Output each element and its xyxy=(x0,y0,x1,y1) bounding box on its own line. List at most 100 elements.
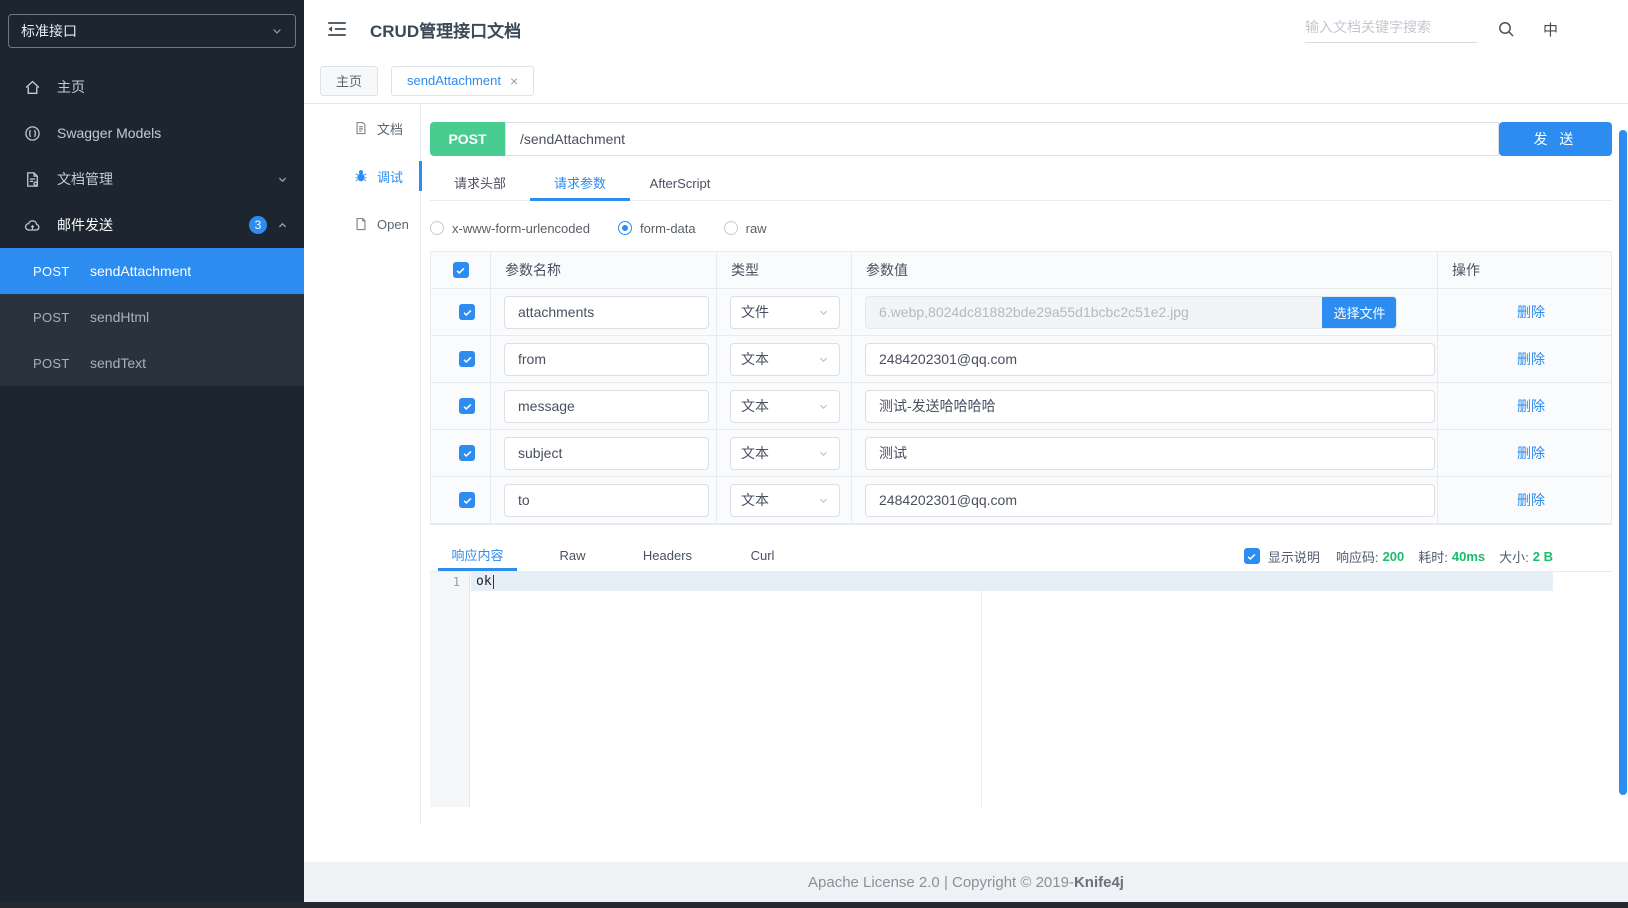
radio-raw[interactable]: raw xyxy=(723,221,767,236)
tab-request-params[interactable]: 请求参数 xyxy=(530,170,630,201)
delete-row-link[interactable]: 删除 xyxy=(1517,398,1545,414)
param-name-input[interactable] xyxy=(504,483,709,517)
close-icon[interactable]: × xyxy=(509,72,519,89)
param-name-input[interactable] xyxy=(504,436,709,470)
top-bar: CRUD管理接口文档 中 xyxy=(304,0,1628,58)
sidebar-item-home[interactable]: 主页 xyxy=(0,64,304,110)
param-type-select[interactable]: 文本 xyxy=(730,483,840,517)
tab-headers[interactable]: Headers xyxy=(642,548,693,563)
params-table: 参数名称 类型 参数值 操作 文件 xyxy=(430,251,1612,525)
tab-sendattachment[interactable]: sendAttachment × xyxy=(391,65,535,96)
tab-label: 主页 xyxy=(336,74,363,89)
selected-type: 文本 xyxy=(741,445,769,461)
vertical-scrollbar[interactable] xyxy=(1619,130,1627,795)
sidebar-item-sendhtml[interactable]: POST sendHtml xyxy=(0,294,304,340)
sidebar-item-swagger-models[interactable]: Swagger Models xyxy=(0,110,304,156)
tab-content: 文档 调试 Open POST xyxy=(304,104,1628,856)
response-body-text: ok xyxy=(476,574,494,589)
file-name-text: 6.webp,8024dc81882bde29a55d1bcbc2c51e2.j… xyxy=(879,304,1189,320)
table-row-cell xyxy=(491,430,717,477)
table-row-cell xyxy=(852,477,1438,524)
footer: Apache License 2.0 | Copyright © 2019- Kn… xyxy=(304,862,1628,902)
sidebar-item-mail-send[interactable]: 邮件发送 3 xyxy=(0,202,304,248)
menu-fold-icon[interactable] xyxy=(326,19,348,39)
table-row-cell xyxy=(431,289,491,336)
param-name-input[interactable] xyxy=(504,295,709,329)
tab-request-headers[interactable]: 请求头部 xyxy=(453,176,506,191)
radio-icon xyxy=(430,221,444,235)
delete-row-link[interactable]: 删除 xyxy=(1517,304,1545,320)
request-url-row: POST 发 送 xyxy=(430,122,1612,156)
tab-curl[interactable]: Curl xyxy=(750,548,775,563)
request-path-input[interactable] xyxy=(505,122,1499,156)
sidebar-item-sendtext[interactable]: POST sendText xyxy=(0,340,304,386)
language-toggle[interactable]: 中 xyxy=(1542,21,1558,39)
file-icon xyxy=(354,217,368,231)
radio-x-www-form-urlencoded[interactable]: x-www-form-urlencoded xyxy=(430,221,590,236)
doc-nav-item-debug[interactable]: 调试 xyxy=(320,152,422,200)
tab-home[interactable]: 主页 xyxy=(320,65,379,96)
choose-file-button[interactable]: 选择文件 xyxy=(1322,296,1396,328)
api-group-select-value: 标准接口 xyxy=(21,23,77,39)
delete-row-link[interactable]: 删除 xyxy=(1517,445,1545,461)
delete-row-link[interactable]: 删除 xyxy=(1517,492,1545,508)
search-input[interactable] xyxy=(1304,18,1477,35)
row-checkbox[interactable] xyxy=(459,351,475,367)
horizontal-scrollbar-track[interactable] xyxy=(0,902,1628,908)
radio-label: form-data xyxy=(639,220,696,236)
delete-row-link[interactable]: 删除 xyxy=(1517,351,1545,367)
sidebar-item-label: 邮件发送 xyxy=(57,217,113,233)
chevron-down-icon xyxy=(271,25,283,37)
param-type-select[interactable]: 文件 xyxy=(730,295,840,329)
tab-response-content[interactable]: 响应内容 xyxy=(430,542,525,571)
table-row-cell: 文本 xyxy=(717,430,852,477)
tab-label: sendAttachment xyxy=(407,73,501,88)
duration-label: 耗时: xyxy=(1418,549,1448,565)
col-header-type: 类型 xyxy=(717,252,852,289)
param-type-select[interactable]: 文本 xyxy=(730,389,840,423)
row-checkbox[interactable] xyxy=(459,445,475,461)
param-value-input[interactable] xyxy=(865,342,1435,376)
editor-active-line xyxy=(471,572,1553,591)
col-header-name: 参数名称 xyxy=(491,252,717,289)
param-type-select[interactable]: 文本 xyxy=(730,342,840,376)
chevron-down-icon xyxy=(818,401,829,412)
param-name-input[interactable] xyxy=(504,342,709,376)
tab-raw[interactable]: Raw xyxy=(559,548,586,563)
param-type-select[interactable]: 文本 xyxy=(730,436,840,470)
row-checkbox[interactable] xyxy=(459,398,475,414)
response-editor[interactable]: 1 ok xyxy=(430,572,1612,807)
param-value-input[interactable] xyxy=(865,483,1435,517)
table-row-cell xyxy=(491,289,717,336)
line-number: 1 xyxy=(452,575,460,589)
api-group-select[interactable]: 标准接口 xyxy=(8,14,296,48)
api-name-label: sendText xyxy=(90,355,147,371)
radio-form-data[interactable]: form-data xyxy=(617,220,696,236)
radio-label: x-www-form-urlencoded xyxy=(452,220,590,236)
document-icon xyxy=(354,121,368,135)
sidebar-item-doc-manage[interactable]: 文档管理 xyxy=(0,156,304,202)
row-checkbox[interactable] xyxy=(459,492,475,508)
row-checkbox[interactable] xyxy=(459,304,475,320)
table-row-cell xyxy=(431,336,491,383)
send-button[interactable]: 发 送 xyxy=(1499,122,1612,156)
tab-afterscript[interactable]: AfterScript xyxy=(649,176,711,191)
status-code-label: 响应码: xyxy=(1335,549,1379,565)
select-all-checkbox[interactable] xyxy=(452,262,469,278)
status-code-value: 200 xyxy=(1382,548,1405,564)
sidebar: 标准接口 主页 Swagger Models xyxy=(0,0,304,902)
param-value-input[interactable] xyxy=(865,436,1435,470)
page-title: CRUD管理接口文档 xyxy=(370,21,522,41)
select-all-cell xyxy=(431,252,491,289)
sidebar-item-label: Swagger Models xyxy=(57,125,162,141)
doc-nav-item-doc[interactable]: 文档 xyxy=(320,104,420,152)
show-desc-checkbox[interactable] xyxy=(1243,548,1260,564)
table-row-cell: 删除 xyxy=(1438,289,1611,336)
sidebar-item-label: 文档管理 xyxy=(57,171,113,187)
doc-nav-item-open[interactable]: Open xyxy=(320,200,420,248)
sidebar-item-sendattachment[interactable]: POST sendAttachment xyxy=(0,248,304,294)
param-value-input[interactable] xyxy=(865,389,1435,423)
param-name-input[interactable] xyxy=(504,389,709,423)
search-icon[interactable] xyxy=(1497,20,1515,38)
